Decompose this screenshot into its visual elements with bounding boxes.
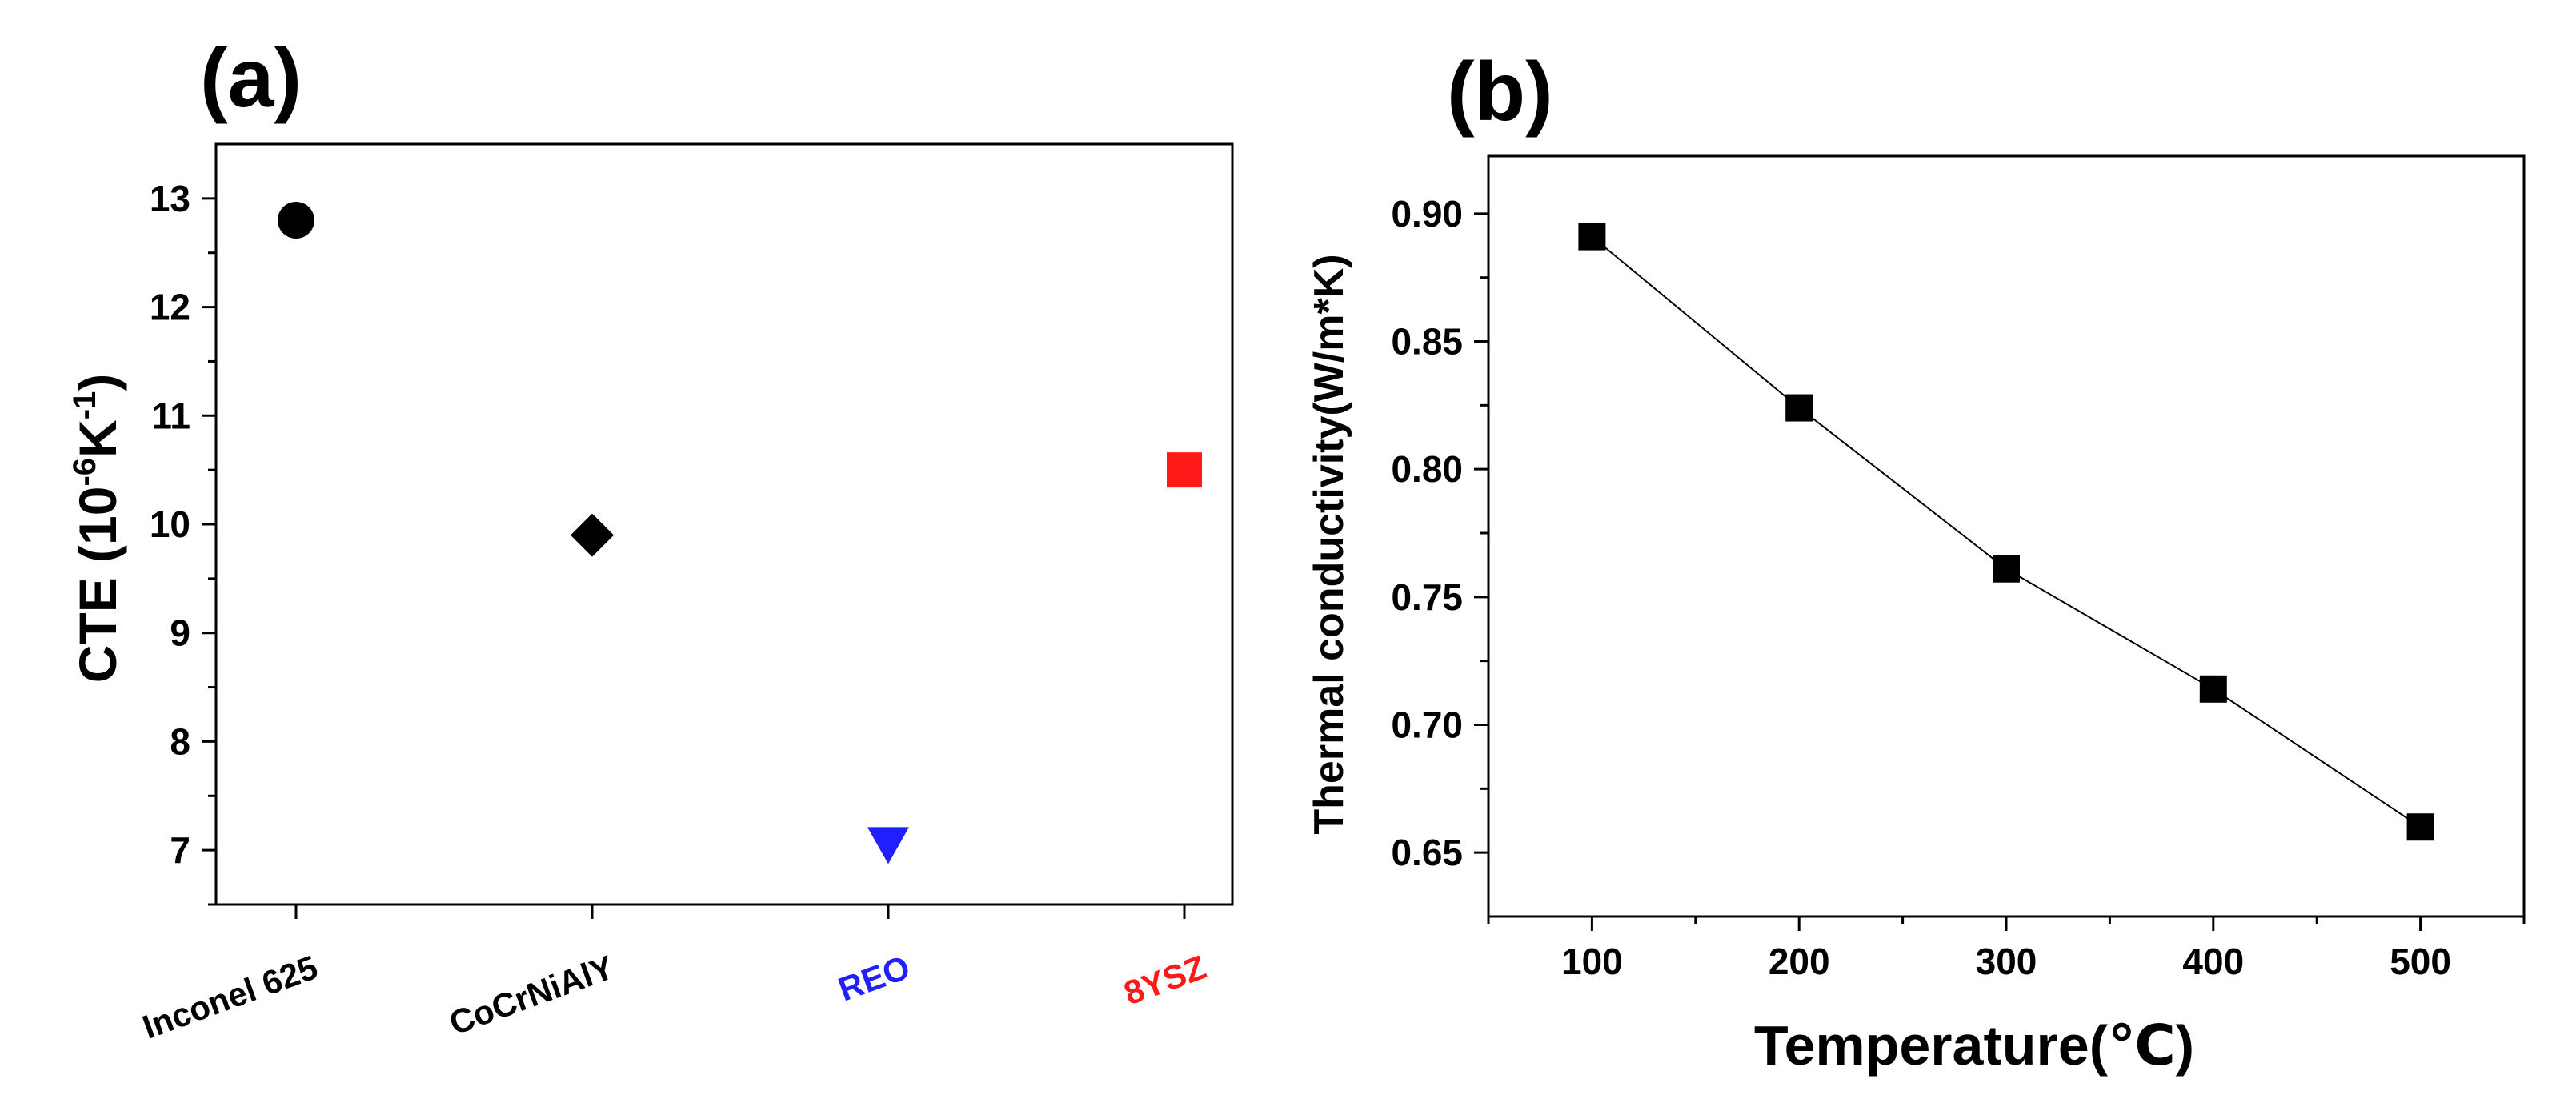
panel-b-y-tick-label: 0.85 [1391, 321, 1463, 363]
series-line [1591, 235, 2422, 828]
data-point-200 [1785, 394, 1813, 422]
data-point-400 [2199, 675, 2227, 703]
panel-a-y-tick-label: 9 [170, 612, 190, 654]
panel-b-x-tick-label: 400 [2182, 941, 2244, 982]
panel-a-category-label: REO [833, 948, 915, 1008]
panel-a-label: (a) [200, 32, 302, 125]
panel-a-points [278, 202, 1202, 864]
panel-a-category-label: CoCrNiAlY [444, 948, 619, 1042]
point-8ysz [1167, 452, 1202, 488]
panel-a-plot-frame [214, 142, 1234, 906]
panel-b-y-tick-label: 0.90 [1391, 193, 1463, 235]
panel-a-y-tick-label: 13 [150, 178, 190, 219]
panel-b-y-tick-label: 0.80 [1391, 448, 1463, 490]
point-cocrnialy [571, 513, 614, 557]
cte-label-unit: K [68, 419, 127, 458]
data-point-100 [1578, 223, 1606, 251]
panel-a-x-ticks: Inconel 625 CoCrNiAlY REO 8YSZ [138, 904, 1211, 1046]
panel-a-y-ticks: 7 8 9 10 11 12 13 [150, 178, 216, 906]
panel-b: (b) 0.65 0.70 0.75 0.80 0.85 0.90 100 200 300 40… [1306, 46, 2526, 1077]
point-inconel-625 [278, 202, 314, 239]
cte-label-exp1: -6 [67, 458, 102, 487]
cte-label-exp2: -1 [67, 391, 102, 420]
cte-label-close: ) [68, 374, 127, 391]
panel-a: (a) 7 8 9 10 11 12 13 Inconel 625 CoCrNiAlY REO 8… [67, 32, 1234, 1046]
data-point-500 [2406, 813, 2434, 841]
panel-a-category-label: Inconel 625 [138, 948, 323, 1045]
panel-b-y-tick-label: 0.75 [1391, 576, 1463, 618]
data-point-300 [1993, 555, 2020, 583]
panel-b-label: (b) [1447, 46, 1553, 138]
panel-a-y-tick-label: 11 [151, 395, 190, 436]
panel-b-x-tick-label: 100 [1561, 941, 1623, 982]
panel-a-y-tick-label: 7 [170, 829, 190, 871]
panel-b-x-tick-label: 500 [2390, 941, 2451, 982]
cte-label-main: CTE (10 [68, 487, 127, 684]
panel-b-x-tick-label: 200 [1769, 941, 1830, 982]
panel-b-x-axis-title: Temperature(℃) [1754, 1014, 2194, 1077]
panel-b-y-tick-label: 0.70 [1391, 704, 1463, 746]
point-reo [867, 827, 909, 864]
panel-a-y-tick-label: 10 [150, 503, 190, 545]
panel-b-y-ticks: 0.65 0.70 0.75 0.80 0.85 0.90 [1391, 193, 1488, 873]
panel-b-x-tick-label: 300 [1976, 941, 2037, 982]
panel-b-x-ticks: 100 200 300 400 500 [1487, 916, 2526, 982]
panel-b-y-axis-title: Thermal conductivity(W/m*K) [1306, 254, 1352, 834]
panel-b-y-tick-label: 0.65 [1391, 832, 1463, 873]
panel-b-plot-frame [1487, 154, 2526, 918]
panel-a-y-tick-label: 8 [170, 720, 190, 762]
panel-a-y-axis-title: CTE (10-6K-1) [67, 374, 127, 684]
panel-a-y-tick-label: 12 [150, 287, 190, 328]
panel-a-category-label: 8YSZ [1119, 948, 1211, 1012]
panel-b-series [1578, 223, 2434, 841]
